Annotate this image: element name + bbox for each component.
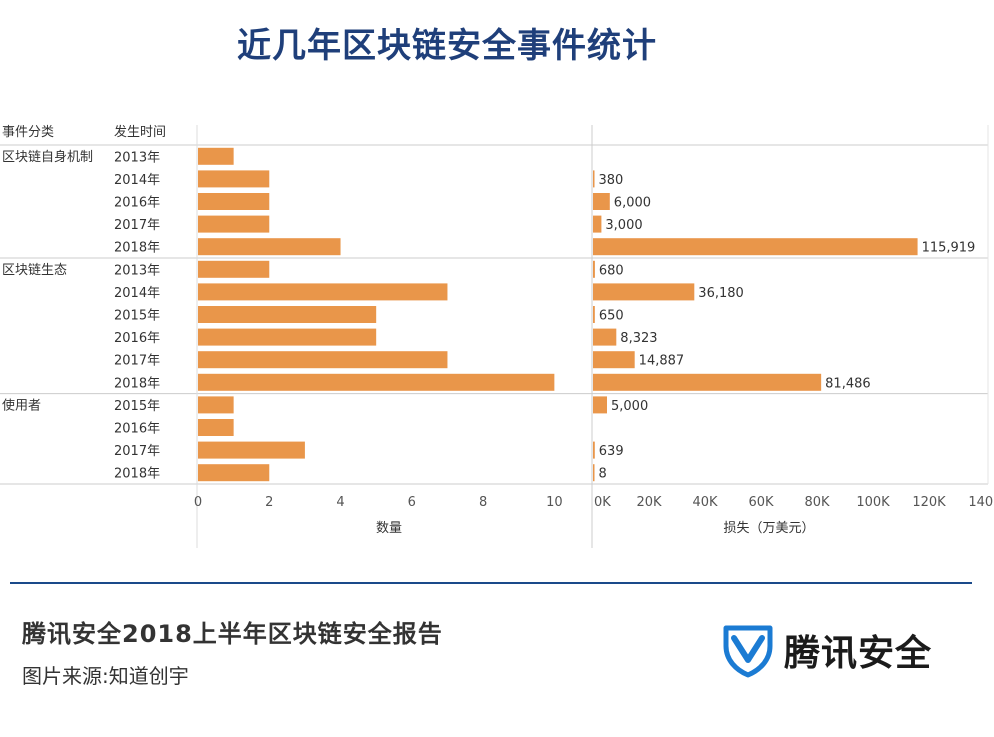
year-label: 2016年 (114, 422, 160, 437)
loss-data-label: 6,000 (614, 196, 651, 211)
count-tick-label: 2 (265, 495, 273, 510)
count-bar (198, 419, 234, 436)
year-label: 2017年 (114, 354, 160, 369)
count-bar (198, 396, 234, 414)
loss-bar (593, 306, 595, 323)
count-bar (198, 283, 448, 301)
separator-line (10, 582, 972, 584)
count-tick-label: 6 (408, 495, 416, 510)
year-label: 2017年 (114, 444, 160, 459)
count-bar (198, 351, 448, 369)
category-label: 使用者 (2, 398, 41, 414)
year-label: 2017年 (114, 218, 160, 233)
loss-data-label: 680 (599, 263, 624, 278)
brand-name: 腾讯安全 (784, 633, 933, 674)
year-label: 2015年 (114, 399, 160, 414)
loss-tick-label: 120K (912, 495, 946, 510)
count-bar (198, 147, 234, 165)
loss-data-label: 380 (599, 173, 624, 188)
loss-data-label: 8 (599, 467, 607, 482)
shield-check-icon (723, 625, 773, 678)
loss-bar (593, 441, 595, 459)
count-tick-label: 0 (194, 495, 202, 510)
count-bar (198, 215, 270, 233)
loss-axis-title: 损失（万美元） (723, 521, 814, 536)
loss-data-label: 81,486 (825, 376, 871, 391)
loss-bar (593, 260, 595, 278)
count-tick-label: 10 (546, 495, 563, 510)
year-label: 2018年 (114, 241, 160, 256)
loss-tick-label: 80K (804, 495, 830, 510)
loss-data-label: 115,919 (922, 241, 976, 256)
image-source: 图片来源:知道创宇 (22, 664, 189, 688)
year-label: 2016年 (114, 331, 160, 346)
count-bar (198, 464, 270, 482)
loss-data-label: 8,323 (620, 331, 657, 346)
count-bar (198, 170, 270, 188)
count-bar (198, 441, 305, 459)
year-label: 2014年 (114, 173, 160, 188)
category-label: 区块链生态 (2, 263, 67, 278)
loss-tick-label: 20K (636, 495, 662, 510)
loss-data-label: 650 (599, 309, 624, 324)
loss-tick-label: 40K (692, 495, 718, 510)
loss-bar (593, 351, 635, 369)
count-tick-label: 4 (336, 495, 344, 510)
loss-data-label: 5,000 (611, 399, 648, 414)
count-bar (198, 306, 377, 323)
loss-tick-label: 100K (856, 495, 890, 510)
year-label: 2013年 (114, 263, 160, 278)
count-bar (198, 193, 270, 210)
year-label: 2018年 (114, 376, 160, 391)
year-label: 2014年 (114, 286, 160, 301)
loss-bar (593, 170, 595, 188)
year-label: 2015年 (114, 309, 160, 324)
report-title: 腾讯安全2018上半年区块链安全报告 (22, 620, 443, 648)
loss-data-label: 3,000 (605, 218, 642, 233)
count-bar (198, 373, 555, 391)
year-label: 2013年 (114, 150, 160, 165)
loss-bar (593, 328, 617, 346)
loss-bar (593, 373, 822, 391)
loss-data-label: 639 (599, 444, 624, 459)
loss-tick-label: 140K (968, 495, 994, 510)
loss-data-label: 36,180 (698, 286, 744, 301)
loss-bar (593, 215, 602, 233)
loss-tick-label: 0K (594, 495, 611, 510)
count-bar (198, 238, 341, 256)
loss-bar (593, 193, 610, 210)
loss-bar (593, 283, 695, 301)
category-label: 区块链自身机制 (2, 149, 93, 165)
loss-data-label: 14,887 (639, 354, 685, 369)
row-header-year: 发生时间 (114, 124, 166, 140)
loss-bar (593, 396, 607, 414)
brand-logo: 腾讯安全 (720, 622, 932, 678)
loss-bar (593, 464, 595, 482)
count-bar (198, 328, 377, 346)
year-label: 2016年 (114, 196, 160, 211)
loss-bar (593, 238, 918, 256)
year-label: 2018年 (114, 467, 160, 482)
count-bar (198, 260, 270, 278)
count-tick-label: 8 (479, 495, 487, 510)
chart-title: 近几年区块链安全事件统计 (237, 26, 657, 66)
row-header-category: 事件分类 (2, 125, 54, 140)
count-axis-title: 数量 (376, 521, 402, 536)
loss-tick-label: 60K (748, 495, 774, 510)
